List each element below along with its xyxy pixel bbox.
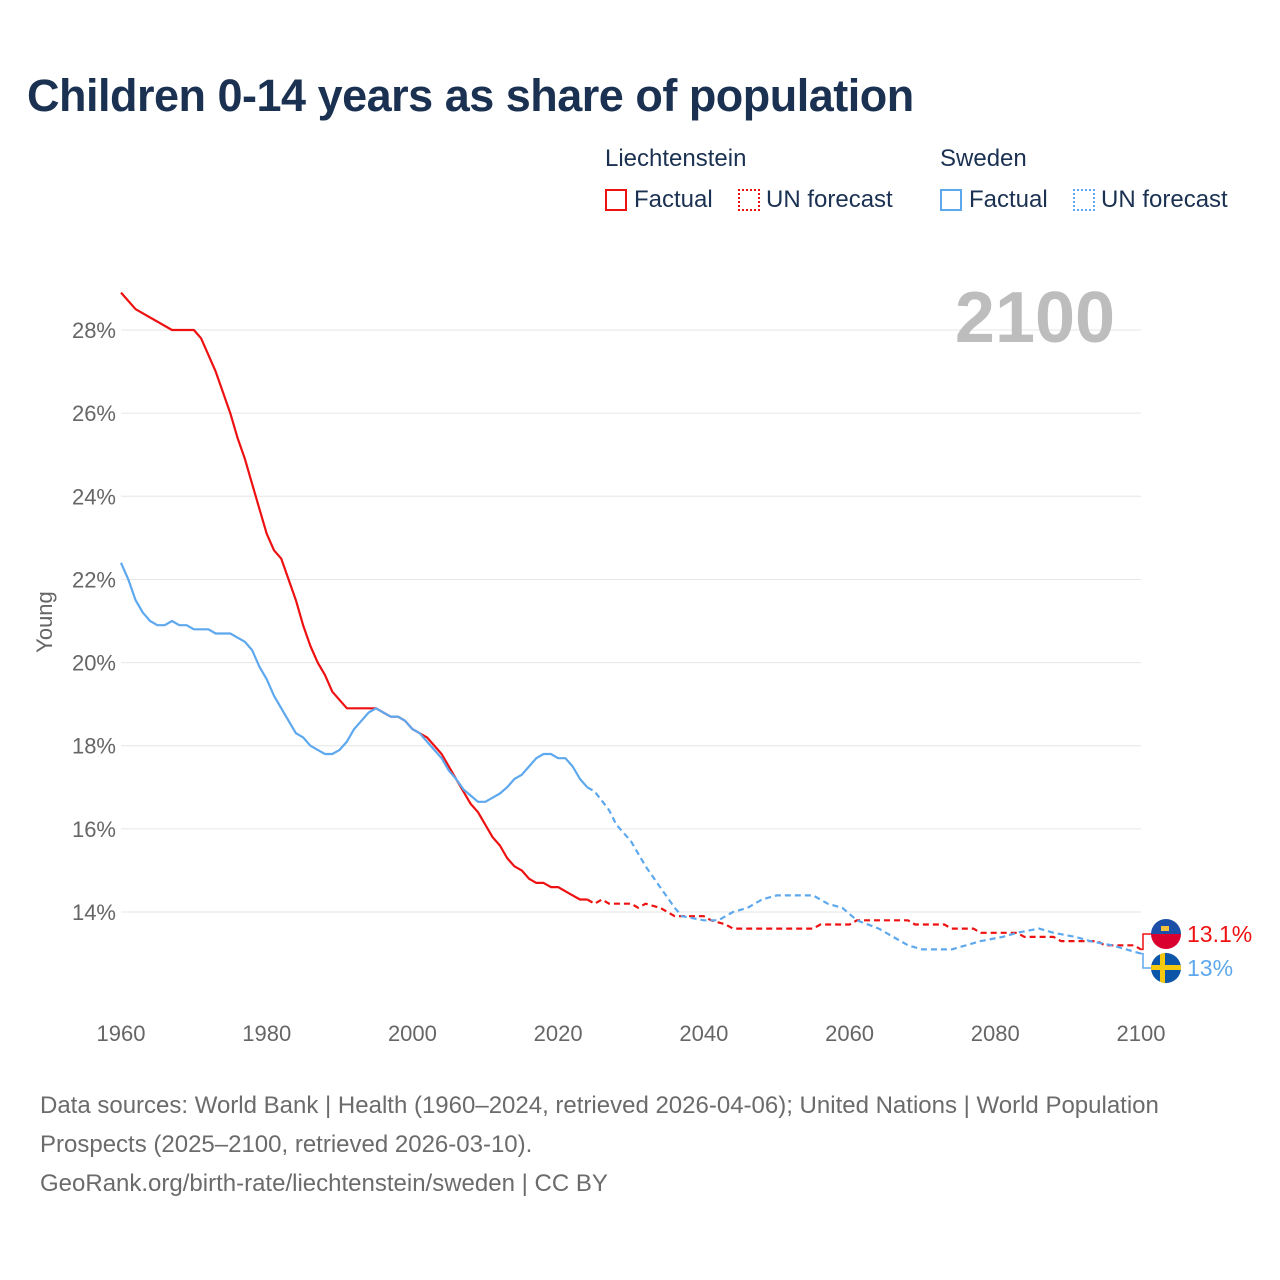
x-tick-label: 2060 (825, 1021, 874, 1046)
y-axis-title: Young (32, 591, 57, 653)
legend-swatch-dotted (738, 189, 760, 211)
x-tick-label: 2020 (534, 1021, 583, 1046)
series-line-sweden-forecast (586, 786, 1142, 955)
y-tick-label: 16% (72, 817, 116, 842)
legend-label: Factual (634, 186, 713, 213)
legend-swatch-solid (940, 189, 962, 211)
series-line-liechtenstein-forecast (586, 898, 1142, 951)
x-tick-label: 2040 (679, 1021, 728, 1046)
x-tick-label: 2100 (1117, 1021, 1166, 1046)
legend-item-sweden-factual[interactable]: Factual (940, 186, 1048, 214)
y-tick-label: 24% (72, 484, 116, 509)
year-label: 2100 (955, 278, 1115, 358)
legend-label: Factual (969, 186, 1048, 213)
legend-label: UN forecast (1101, 186, 1228, 213)
y-tick-label: 26% (72, 401, 116, 426)
x-tick-label: 2080 (971, 1021, 1020, 1046)
data-sources: Data sources: World Bank | Health (1960–… (40, 1092, 1159, 1158)
legend-swatch-solid (605, 189, 627, 211)
x-tick-label: 2000 (388, 1021, 437, 1046)
liechtenstein-flag-icon (1151, 919, 1181, 949)
series-line-sweden-factual (119, 562, 589, 803)
legend-swatch-dotted (1073, 189, 1095, 211)
chart-title: Children 0-14 years as share of populati… (27, 70, 914, 121)
y-tick-label: 22% (72, 567, 116, 592)
footer: Data sources: World Bank | Health (1960–… (40, 1086, 1160, 1203)
y-tick-label: 18% (72, 734, 116, 759)
legend-item-liechtenstein-factual[interactable]: Factual (605, 186, 713, 214)
y-tick-label: 20% (72, 651, 116, 676)
legend-label: UN forecast (766, 186, 893, 213)
legend-country-liechtenstein: Liechtenstein (605, 145, 747, 172)
legend-item-sweden-forecast[interactable]: UN forecast (1073, 186, 1228, 214)
source-link[interactable]: GeoRank.org/birth-rate/liechtenstein/swe… (40, 1170, 608, 1197)
x-tick-label: 1980 (242, 1021, 291, 1046)
legend-item-liechtenstein-forecast[interactable]: UN forecast (738, 186, 893, 214)
y-tick-label: 28% (72, 318, 116, 343)
end-connector-liechtenstein (1141, 933, 1152, 951)
end-label-liechtenstein: 13.1% (1187, 921, 1252, 947)
sweden-flag-icon (1151, 953, 1181, 983)
legend-country-sweden: Sweden (940, 145, 1027, 172)
y-tick-label: 14% (72, 900, 116, 925)
end-connector-sweden (1141, 952, 1152, 969)
x-tick-label: 1960 (97, 1021, 146, 1046)
series-line-liechtenstein-factual (120, 291, 588, 901)
end-label-sweden: 13% (1187, 955, 1233, 981)
